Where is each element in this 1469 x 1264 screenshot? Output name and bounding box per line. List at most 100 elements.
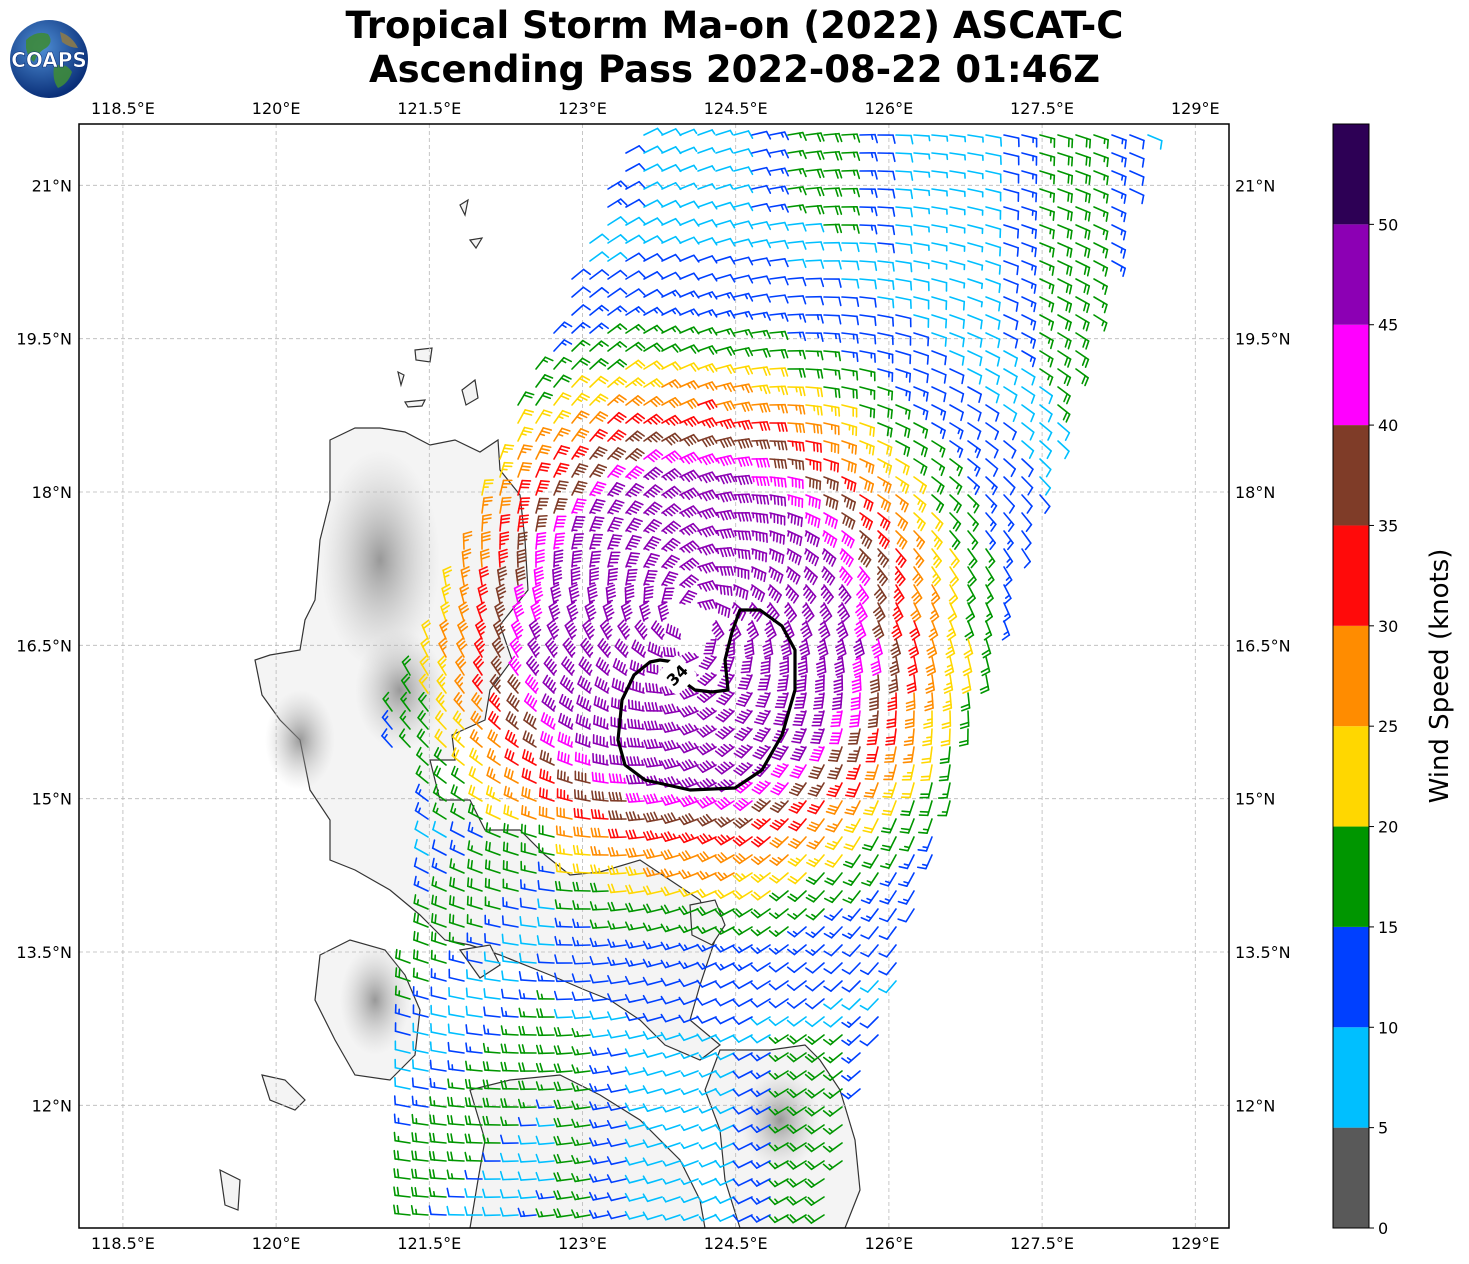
wind-barb-half-feather <box>660 617 667 621</box>
wind-barb-feather <box>891 649 900 655</box>
wind-barb-half-feather <box>903 863 910 867</box>
wind-barb-feather <box>626 756 630 766</box>
wind-barb <box>949 170 966 175</box>
wind-barb <box>927 782 933 799</box>
wind-barb-feather <box>816 667 827 673</box>
wind-barb <box>433 773 447 784</box>
wind-barb-feather <box>806 861 816 868</box>
wind-barb-feather <box>800 517 803 528</box>
wind-barb-feather <box>619 198 628 206</box>
wind-barb-feather <box>800 624 809 631</box>
wind-barb-feather <box>802 404 806 415</box>
wind-barb-feather <box>717 871 725 880</box>
wind-barb-feather <box>849 539 855 549</box>
wind-barb-feather <box>455 694 463 704</box>
wind-barb-feather <box>737 687 748 690</box>
wind-barb-feather <box>702 675 711 682</box>
wind-barb-half-feather <box>712 621 718 626</box>
wind-barb-feather <box>738 835 747 843</box>
wind-barb <box>787 149 804 154</box>
wind-barb-half-feather <box>1121 156 1124 163</box>
wind-barb-feather <box>664 704 670 714</box>
wind-barb-half-feather <box>1030 337 1033 344</box>
wind-barb-half-feather <box>837 621 844 626</box>
wind-barb-half-feather <box>785 584 790 591</box>
wind-barb-feather <box>934 538 941 548</box>
wind-barb-feather <box>660 723 667 733</box>
wind-barb-feather <box>644 701 648 712</box>
wind-barb-half-feather <box>1049 228 1052 235</box>
wind-barb-feather <box>653 344 661 352</box>
wind-barb-feather <box>653 811 659 821</box>
wind-barb <box>787 331 804 334</box>
wind-barb-feather <box>588 591 598 596</box>
wind-barb-feather <box>647 569 658 573</box>
wind-barb-feather <box>523 426 534 431</box>
wind-barb-feather <box>532 664 540 673</box>
wind-barb-half-feather <box>729 779 734 785</box>
wind-barb-feather <box>492 658 500 667</box>
wind-barb-feather <box>862 829 873 834</box>
wind-barb-feather <box>638 216 646 225</box>
wind-barb-feather <box>812 735 823 738</box>
wind-barb-feather <box>612 773 616 784</box>
wind-barb-half-feather <box>985 630 991 636</box>
wind-barb-feather <box>585 663 592 673</box>
wind-barb-feather <box>705 600 711 610</box>
wind-barb-feather <box>1024 542 1032 551</box>
wind-barb <box>931 224 948 229</box>
wind-barb-half-feather <box>870 188 874 195</box>
wind-barb <box>1111 260 1126 270</box>
wind-barb-feather <box>762 348 768 358</box>
wind-barb-feather <box>632 774 637 785</box>
wind-barb-feather <box>766 605 774 614</box>
wind-barb <box>967 170 984 175</box>
wind-barb-half-feather <box>870 133 874 140</box>
wind-barb-half-feather <box>1101 302 1105 309</box>
wind-barb-half-feather <box>957 446 961 453</box>
wind-barb-feather <box>513 604 523 611</box>
wind-barb-feather <box>952 520 959 530</box>
wind-barb-feather <box>652 468 661 476</box>
wind-barb-half-feather <box>557 433 564 437</box>
wind-barb-feather <box>771 756 781 761</box>
wind-barb-half-feather <box>689 327 695 334</box>
wind-barb-feather <box>512 622 521 630</box>
wind-barb-feather <box>776 689 787 692</box>
wind-barb-feather <box>936 501 942 511</box>
wind-barb-half-feather <box>928 153 931 160</box>
wind-barb-feather <box>868 444 872 455</box>
wind-barb-feather <box>493 697 500 707</box>
wind-barb-half-feather <box>804 548 808 555</box>
wind-barb <box>589 375 602 388</box>
wind-barb-feather <box>838 132 843 143</box>
wind-barb-feather <box>437 655 445 664</box>
wind-barb-feather <box>643 596 654 600</box>
wind-barb-feather <box>671 416 679 425</box>
wind-barb-feather <box>802 131 807 141</box>
wind-barb-feather <box>664 832 670 841</box>
wind-barb-feather <box>638 198 646 207</box>
wind-barb-feather <box>994 430 1000 441</box>
wind-barb <box>985 260 1002 267</box>
wind-barb-feather <box>886 426 890 437</box>
wind-barb-feather <box>738 730 748 736</box>
wind-barb-feather <box>627 572 638 575</box>
wind-barb <box>926 800 933 817</box>
wind-barb-feather <box>449 839 453 850</box>
wind-barb-feather <box>670 812 677 822</box>
wind-barb-feather <box>890 645 900 652</box>
wind-barb-feather <box>681 725 689 735</box>
wind-barb <box>1039 350 1054 360</box>
wind-barb-feather <box>910 207 913 218</box>
wind-barb-feather <box>802 331 807 342</box>
wind-barb-feather <box>549 736 553 746</box>
wind-barb-feather <box>557 750 560 761</box>
wind-barb-feather <box>614 638 621 648</box>
wind-barb-feather <box>1067 358 1072 368</box>
wind-barb-half-feather <box>711 797 716 803</box>
wind-barb-feather <box>1016 265 1019 276</box>
wind-barb-half-feather <box>837 639 844 643</box>
wind-barb-feather <box>784 403 788 414</box>
wind-barb-feather <box>656 163 664 172</box>
